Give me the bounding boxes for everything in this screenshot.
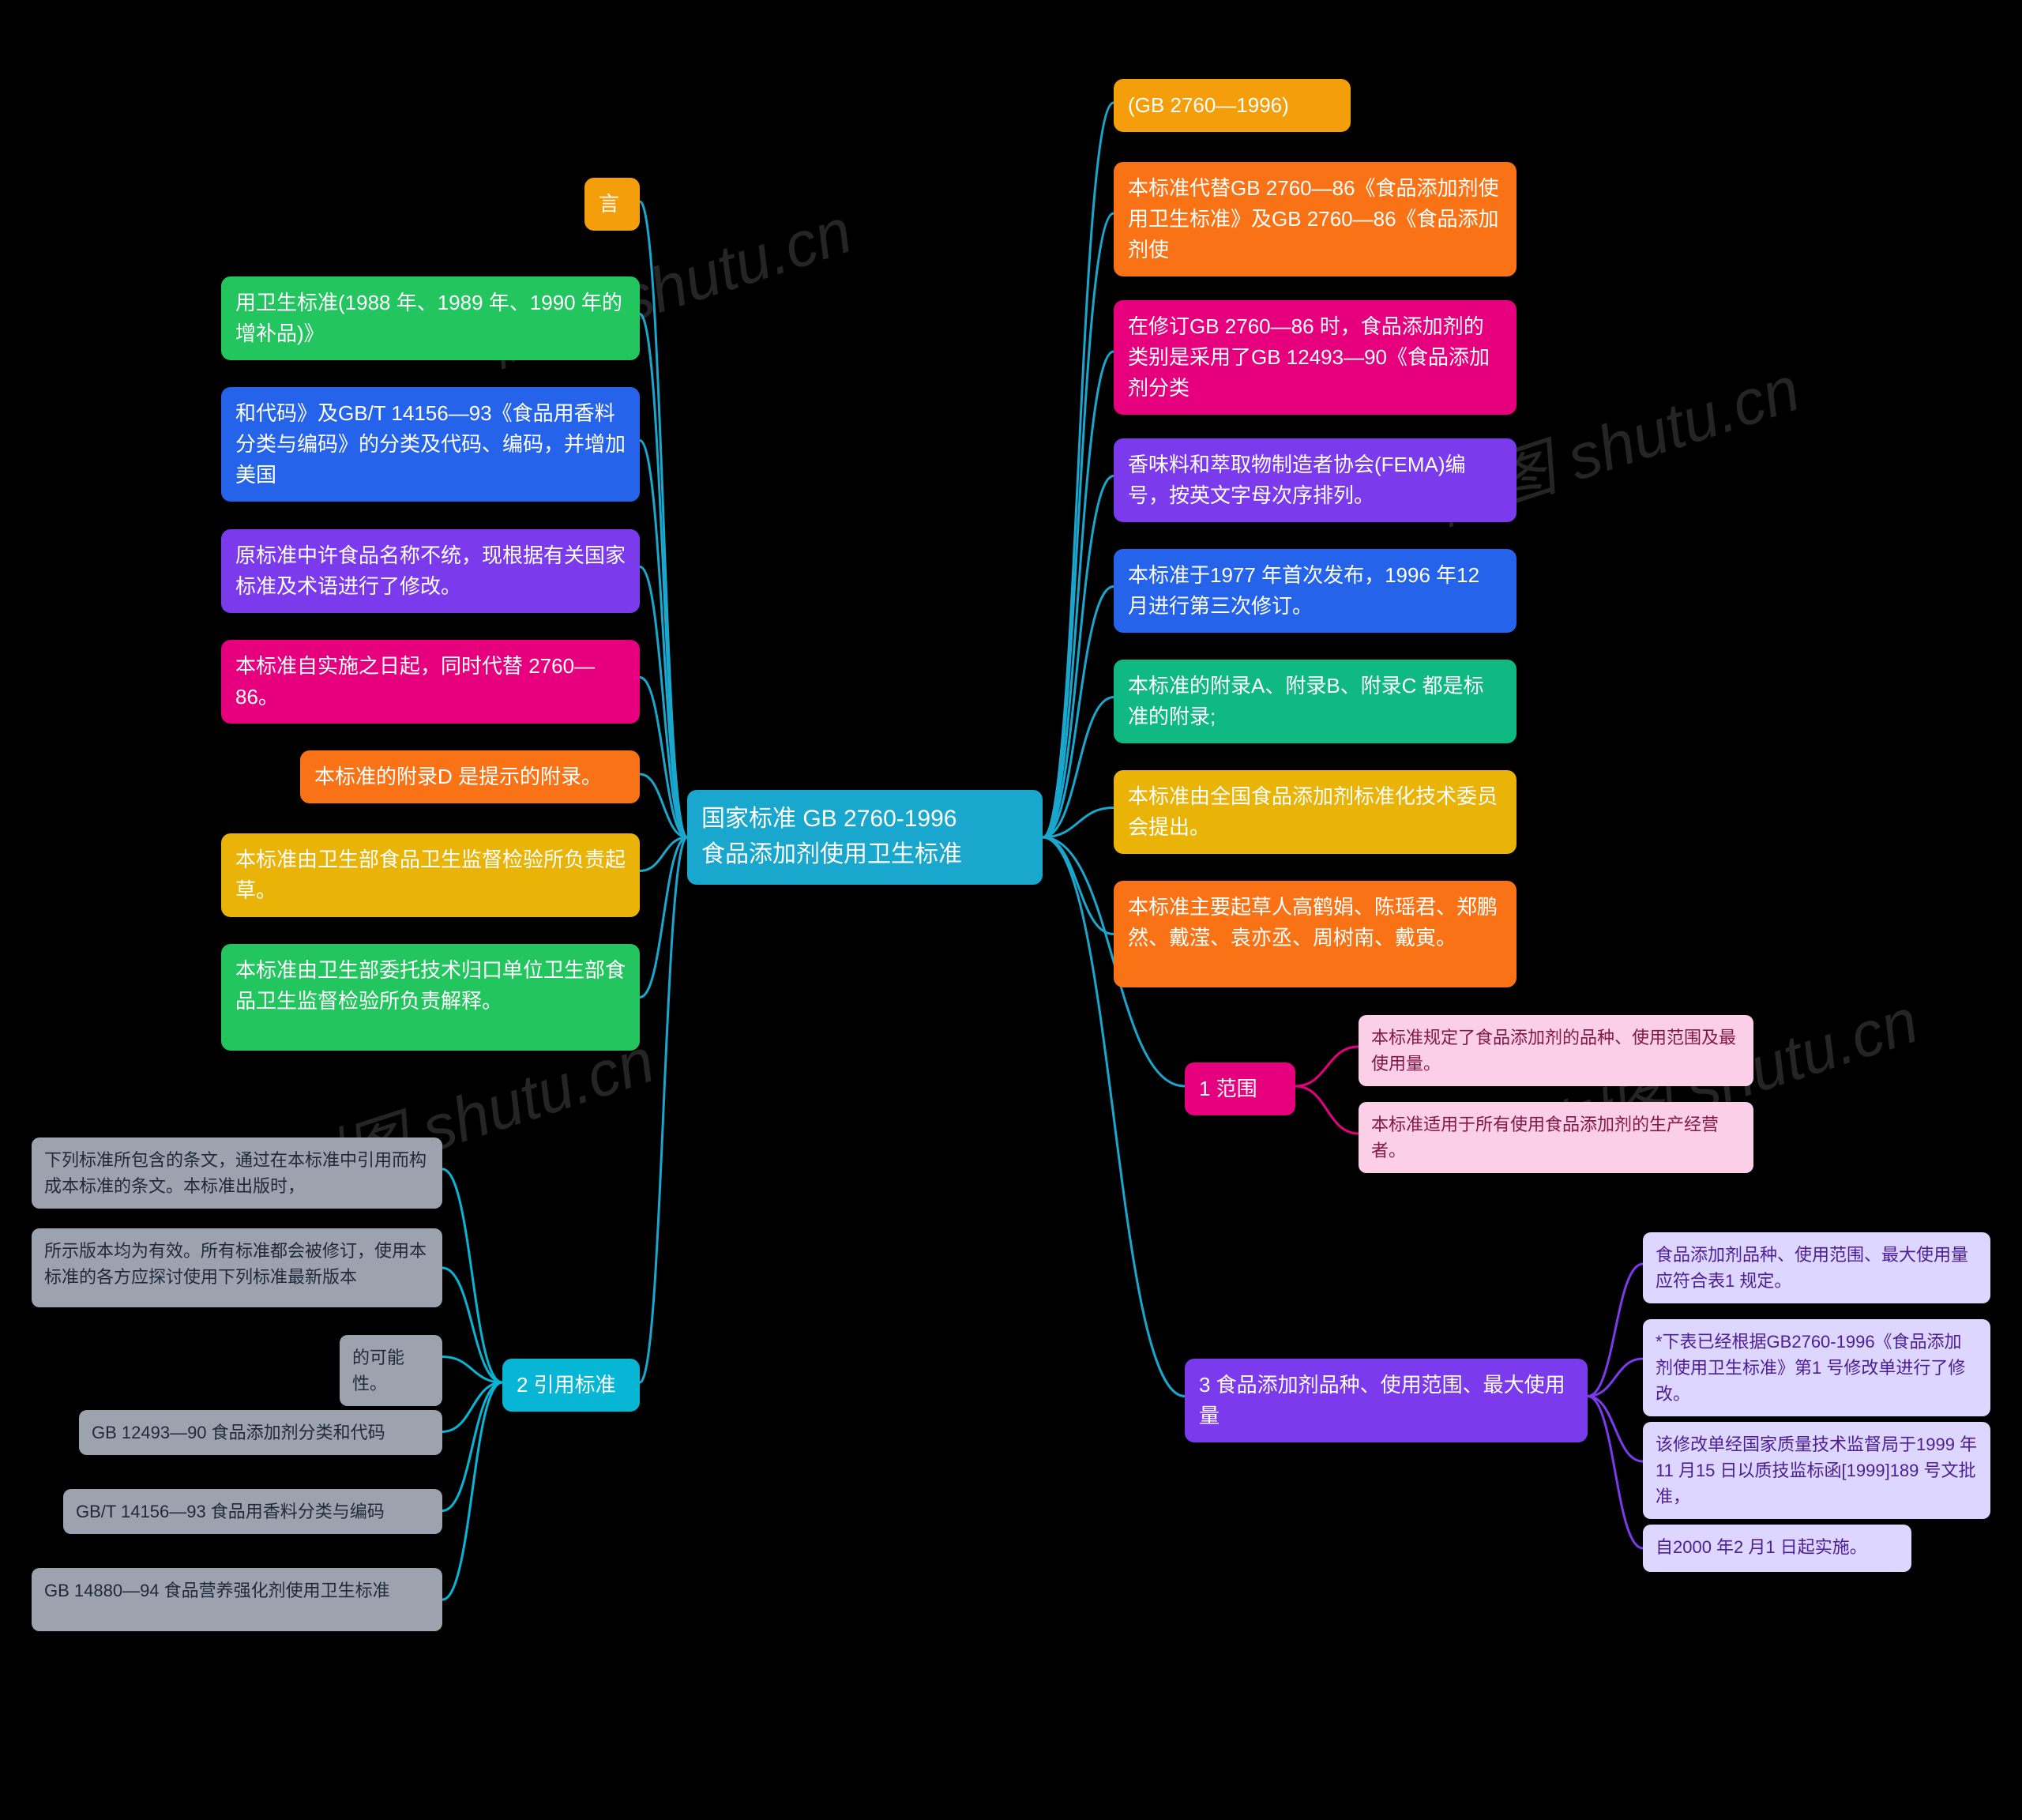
left-node[interactable]: 本标准自实施之日起，同时代替 2760—86。 [221, 640, 640, 724]
left-node-refs[interactable]: 2 引用标准 [502, 1359, 640, 1412]
refs-child[interactable]: 的可能性。 [340, 1335, 442, 1406]
left-node[interactable]: 用卫生标准(1988 年、1989 年、1990 年的增补品)》 [221, 276, 640, 360]
refs-child[interactable]: GB 14880—94 食品营养强化剂使用卫生标准 [32, 1568, 442, 1631]
mindmap-canvas: 树图 shutu.cn 树图 shutu.cn 树图 shutu.cn 树图 s… [0, 0, 2022, 1820]
right-node[interactable]: 本标准由全国食品添加剂标准化技术委员会提出。 [1114, 770, 1516, 854]
refs-child[interactable]: 所示版本均为有效。所有标准都会被修订，使用本标准的各方应探讨使用下列标准最新版本 [32, 1228, 442, 1307]
left-node[interactable]: 本标准由卫生部委托技术归口单位卫生部食品卫生监督检验所负责解释。 [221, 944, 640, 1051]
right-node-section3[interactable]: 3 食品添加剂品种、使用范围、最大使用量 [1185, 1359, 1588, 1442]
right-node[interactable]: 本标准主要起草人高鹤娟、陈瑶君、郑鹏然、戴滢、袁亦丞、周树南、戴寅。 [1114, 881, 1516, 987]
right-node[interactable]: 在修订GB 2760—86 时，食品添加剂的类别是采用了GB 12493—90《… [1114, 300, 1516, 415]
right-node[interactable]: 本标准于1977 年首次发布，1996 年12 月进行第三次修订。 [1114, 549, 1516, 633]
left-node[interactable]: 和代码》及GB/T 14156—93《食品用香料分类与编码》的分类及代码、编码，… [221, 387, 640, 502]
right-node[interactable]: (GB 2760—1996) [1114, 79, 1351, 132]
section3-child[interactable]: 食品添加剂品种、使用范围、最大使用量应符合表1 规定。 [1643, 1232, 1990, 1303]
refs-child[interactable]: GB/T 14156—93 食品用香料分类与编码 [63, 1489, 442, 1534]
right-node[interactable]: 本标准代替GB 2760—86《食品添加剂使用卫生标准》及GB 2760—86《… [1114, 162, 1516, 276]
right-node[interactable]: 香味料和萃取物制造者协会(FEMA)编号，按英文字母次序排列。 [1114, 438, 1516, 522]
section3-child[interactable]: 该修改单经国家质量技术监督局于1999 年11 月15 日以质技监标函[1999… [1643, 1422, 1990, 1519]
left-node[interactable]: 本标准的附录D 是提示的附录。 [300, 750, 640, 803]
left-node-preface[interactable]: 言 [584, 178, 640, 231]
root-node[interactable]: 国家标准 GB 2760-1996食品添加剂使用卫生标准 [687, 790, 1043, 885]
left-node[interactable]: 原标准中许食品名称不统，现根据有关国家标准及术语进行了修改。 [221, 529, 640, 613]
section3-child[interactable]: *下表已经根据GB2760-1996《食品添加剂使用卫生标准》第1 号修改单进行… [1643, 1319, 1990, 1416]
right-node-scope[interactable]: 1 范围 [1185, 1062, 1295, 1115]
section3-child[interactable]: 自2000 年2 月1 日起实施。 [1643, 1525, 1911, 1572]
refs-child[interactable]: 下列标准所包含的条文，通过在本标准中引用而构成本标准的条文。本标准出版时， [32, 1138, 442, 1209]
left-node[interactable]: 本标准由卫生部食品卫生监督检验所负责起草。 [221, 833, 640, 917]
right-node[interactable]: 本标准的附录A、附录B、附录C 都是标准的附录; [1114, 660, 1516, 743]
refs-child[interactable]: GB 12493—90 食品添加剂分类和代码 [79, 1410, 442, 1455]
scope-child[interactable]: 本标准规定了食品添加剂的品种、使用范围及最使用量。 [1359, 1015, 1753, 1086]
scope-child[interactable]: 本标准适用于所有使用食品添加剂的生产经营者。 [1359, 1102, 1753, 1173]
